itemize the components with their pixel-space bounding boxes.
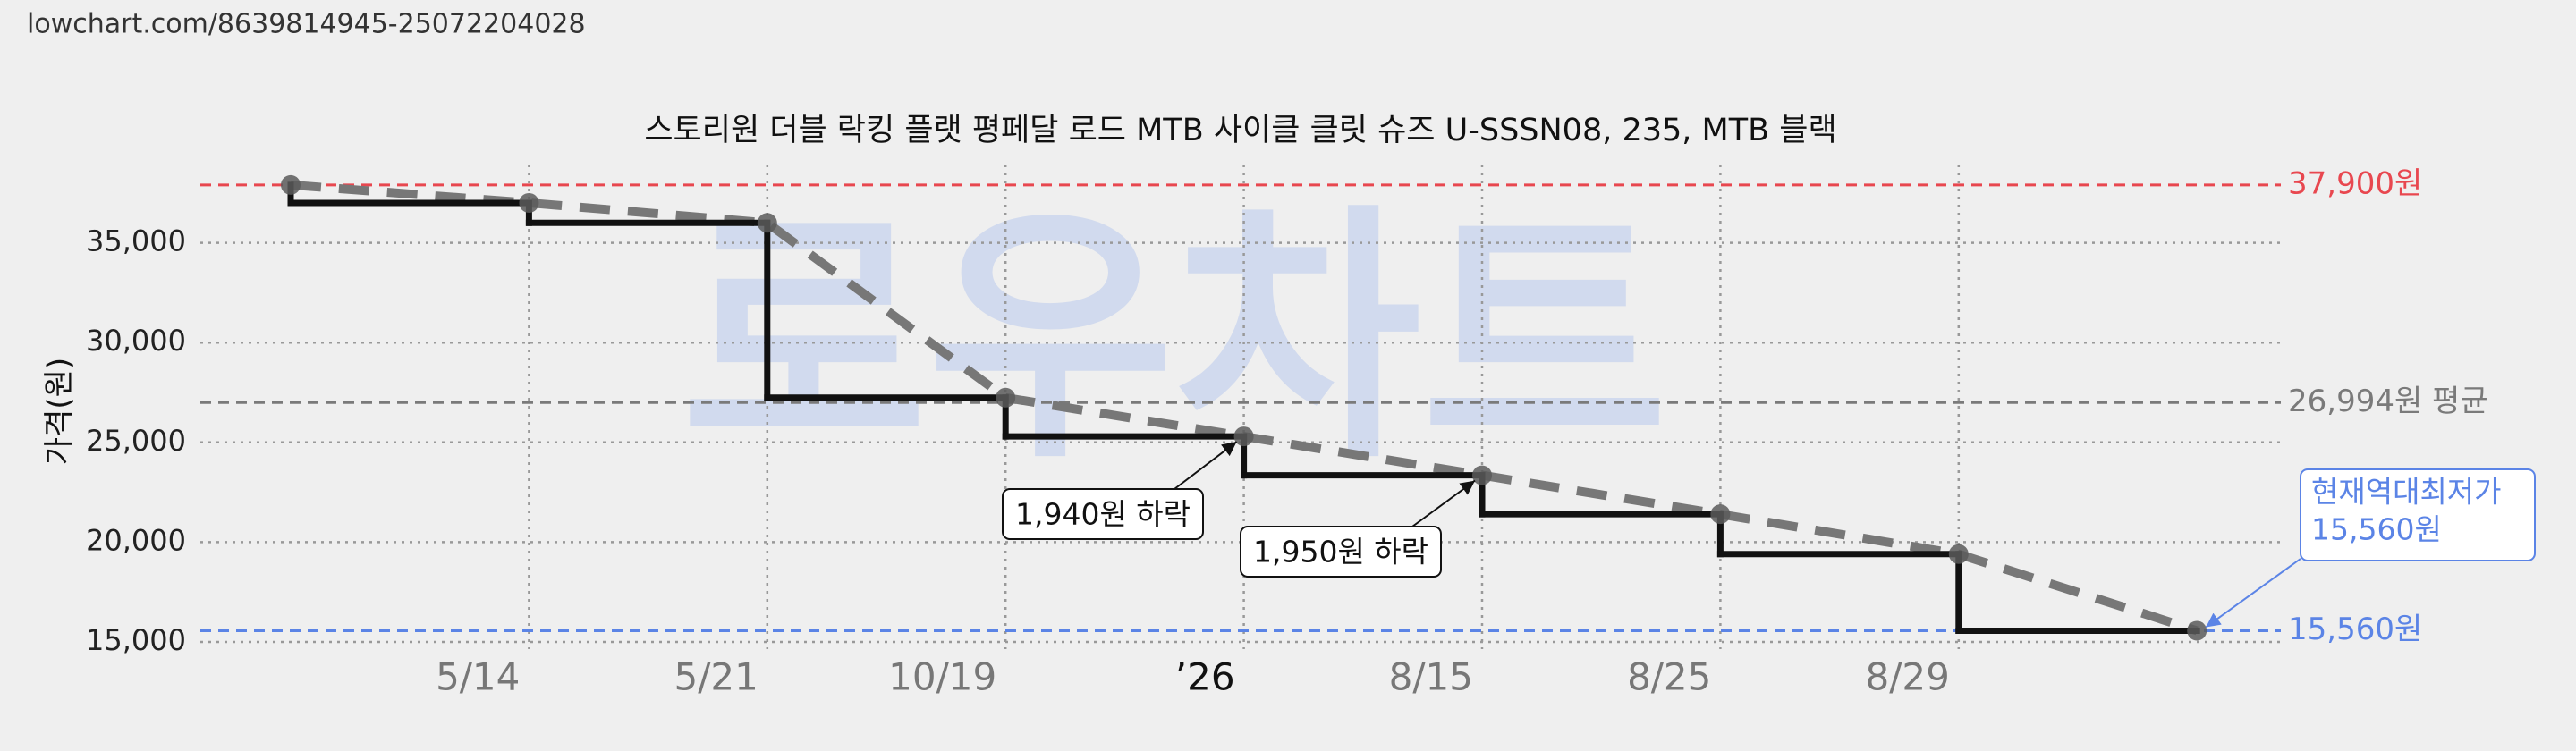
reference-label: 15,560원 <box>2288 612 2422 647</box>
y-tick-label: 30,000 <box>86 324 186 358</box>
y-tick-label: 20,000 <box>86 523 186 557</box>
callout-text: 현재역대최저가 <box>2311 475 2502 510</box>
data-point <box>757 213 777 233</box>
data-point <box>1233 426 1254 447</box>
x-tick-label: 10/19 <box>888 655 996 699</box>
x-tick-label: 5/21 <box>674 655 758 699</box>
data-point <box>1948 544 1969 564</box>
y-tick-label: 15,000 <box>86 623 186 657</box>
callout-arrow <box>2205 558 2301 629</box>
x-tick-label: 8/15 <box>1389 655 1473 699</box>
url-header: lowchart.com/8639814945-25072204028 <box>27 9 586 40</box>
chart-title: 스토리원 더블 락킹 플랫 평페달 로드 MTB 사이클 클릿 슈즈 U-SSS… <box>644 113 1836 148</box>
annotation-text: 1,940원 하락 <box>1015 497 1191 532</box>
x-tick-label: 8/29 <box>1865 655 1949 699</box>
y-tick-label: 25,000 <box>86 424 186 458</box>
reference-label: 37,900원 <box>2288 165 2422 201</box>
data-point <box>996 387 1016 408</box>
annotation-arrow <box>1411 479 1476 527</box>
y-tick-label: 35,000 <box>86 224 186 258</box>
data-point <box>2187 620 2207 641</box>
data-point <box>1472 465 1492 485</box>
data-point <box>519 192 539 213</box>
annotation-text: 1,950원 하락 <box>1253 535 1428 570</box>
x-tick-label: ’26 <box>1175 655 1235 699</box>
callout-box <box>2300 468 2536 561</box>
x-tick-label: 8/25 <box>1627 655 1711 699</box>
reference-label: 26,994원 평균 <box>2288 384 2488 419</box>
annotation-arrow <box>1174 441 1238 490</box>
watermark: 로우차트 <box>681 182 1668 494</box>
data-point <box>1710 504 1731 525</box>
annotation-box <box>1240 526 1442 578</box>
callout-text: 15,560원 <box>2311 512 2442 547</box>
data-point <box>281 174 301 195</box>
x-tick-label: 5/14 <box>436 655 520 699</box>
y-axis-label: 가격(원) <box>42 358 78 465</box>
annotation-box <box>1002 488 1204 540</box>
